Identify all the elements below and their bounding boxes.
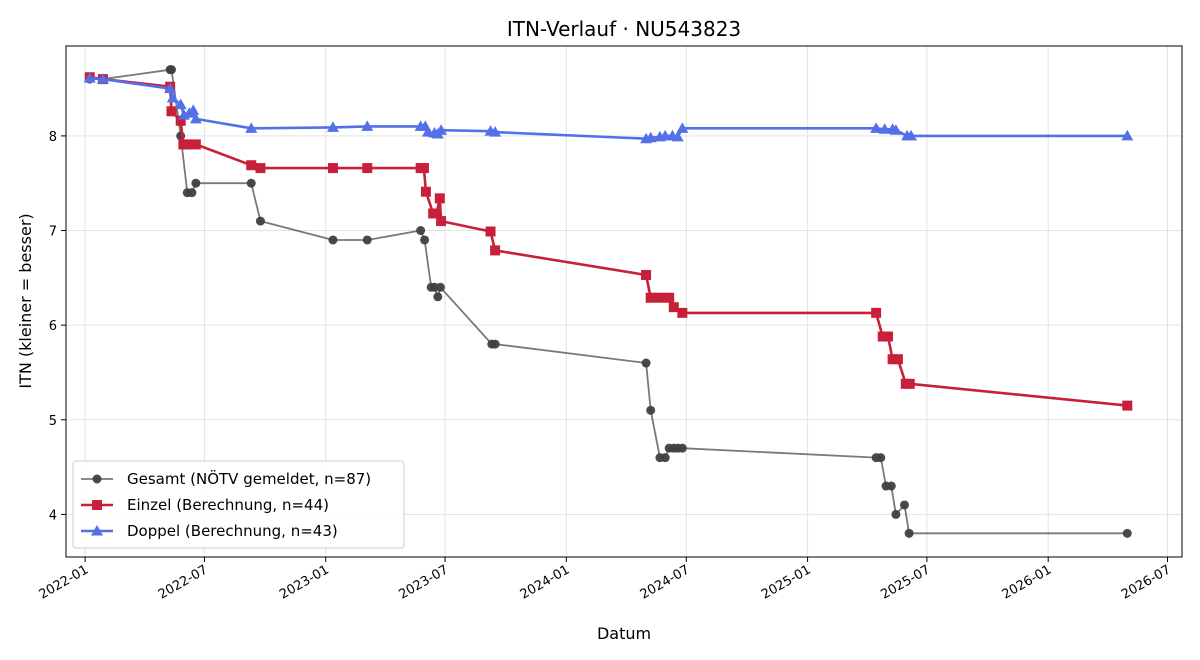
y-tick-label: 8 xyxy=(49,130,57,145)
data-point xyxy=(166,106,177,117)
data-point xyxy=(83,72,96,83)
data-point xyxy=(490,339,500,349)
data-point xyxy=(326,121,339,132)
data-point xyxy=(246,160,257,171)
data-point xyxy=(668,302,679,313)
data-point xyxy=(361,120,374,131)
data-point xyxy=(246,178,256,188)
data-point xyxy=(174,98,187,110)
data-point xyxy=(362,235,372,245)
y-tick-label: 4 xyxy=(49,508,57,523)
data-point xyxy=(889,124,902,135)
legend-label: Einzel (Berechnung, n=44) xyxy=(127,496,329,514)
legend-entry: Einzel (Berechnung, n=44) xyxy=(81,496,329,514)
data-point xyxy=(871,307,882,318)
data-point xyxy=(654,292,665,303)
data-point xyxy=(886,481,896,491)
data-point xyxy=(887,354,898,365)
data-point xyxy=(671,130,684,142)
data-point xyxy=(164,82,177,94)
data-point xyxy=(362,163,373,174)
legend-marker xyxy=(92,474,102,484)
legend-entry: Gesamt (NÖTV gemeldet, n=87) xyxy=(81,469,371,488)
data-point xyxy=(490,245,501,256)
data-point xyxy=(436,216,447,227)
data-point xyxy=(435,282,445,292)
data-point xyxy=(878,123,891,134)
y-tick-label: 7 xyxy=(49,225,57,240)
data-point xyxy=(677,443,687,453)
data-point xyxy=(892,354,903,365)
series-2 xyxy=(84,72,1133,411)
data-point xyxy=(418,163,429,174)
legend: Gesamt (NÖTV gemeldet, n=87) Einzel (Bere… xyxy=(72,460,405,549)
data-point xyxy=(187,104,200,115)
data-point xyxy=(1122,528,1132,538)
data-point xyxy=(904,378,915,389)
legend-entry: Doppel (Berechnung, n=43) xyxy=(81,522,338,540)
y-axis-title: ITN (kleiner = besser) xyxy=(16,213,35,388)
data-point xyxy=(416,226,426,236)
data-point xyxy=(676,122,689,133)
data-point xyxy=(175,115,186,126)
series-layer xyxy=(83,65,1134,538)
data-point xyxy=(641,358,651,368)
data-point xyxy=(877,331,888,342)
data-point xyxy=(420,235,430,245)
data-point xyxy=(166,65,176,75)
data-point xyxy=(664,292,675,303)
chart-title: ITN-Verlauf · NU543823 xyxy=(507,17,741,41)
data-point xyxy=(489,126,502,137)
legend-marker xyxy=(92,500,102,510)
data-point xyxy=(899,500,909,510)
y-tick-label: 6 xyxy=(49,319,57,334)
data-point xyxy=(646,405,656,415)
data-point xyxy=(178,139,189,150)
y-tick-label: 5 xyxy=(49,414,57,429)
legend-box xyxy=(72,460,405,549)
data-point xyxy=(876,453,886,463)
legend-label: Doppel (Berechnung, n=43) xyxy=(127,522,338,540)
data-point xyxy=(434,193,445,204)
data-point xyxy=(677,307,688,318)
data-point xyxy=(645,292,656,303)
data-point xyxy=(660,453,670,463)
data-point xyxy=(905,129,918,141)
data-point xyxy=(870,122,883,133)
data-point xyxy=(891,509,901,519)
data-point xyxy=(328,235,338,245)
series-1 xyxy=(85,65,1132,538)
series-3 xyxy=(83,72,1134,144)
data-point xyxy=(189,112,202,124)
data-point xyxy=(255,163,266,174)
data-point xyxy=(644,131,657,143)
x-axis-title: Datum xyxy=(597,624,651,643)
data-point xyxy=(1121,129,1134,141)
data-point xyxy=(190,139,201,150)
data-point xyxy=(485,226,496,237)
legend-marker xyxy=(91,525,103,536)
data-point xyxy=(245,122,258,133)
data-point xyxy=(255,216,265,226)
data-point xyxy=(96,73,109,84)
plot-frame xyxy=(65,45,1183,558)
data-point xyxy=(433,292,443,302)
data-point xyxy=(166,92,179,103)
data-point xyxy=(431,208,442,219)
data-point xyxy=(191,178,201,188)
legend-entries: Gesamt (NÖTV gemeldet, n=87) Einzel (Bere… xyxy=(81,469,371,540)
data-point xyxy=(641,270,652,281)
legend-label: Gesamt (NÖTV gemeldet, n=87) xyxy=(127,469,371,488)
data-point xyxy=(187,188,197,198)
data-point xyxy=(904,528,914,538)
data-point xyxy=(327,163,338,174)
data-point xyxy=(420,186,431,197)
data-point xyxy=(1122,400,1133,411)
data-point xyxy=(184,139,195,150)
data-point xyxy=(883,331,894,342)
data-point xyxy=(435,124,448,135)
